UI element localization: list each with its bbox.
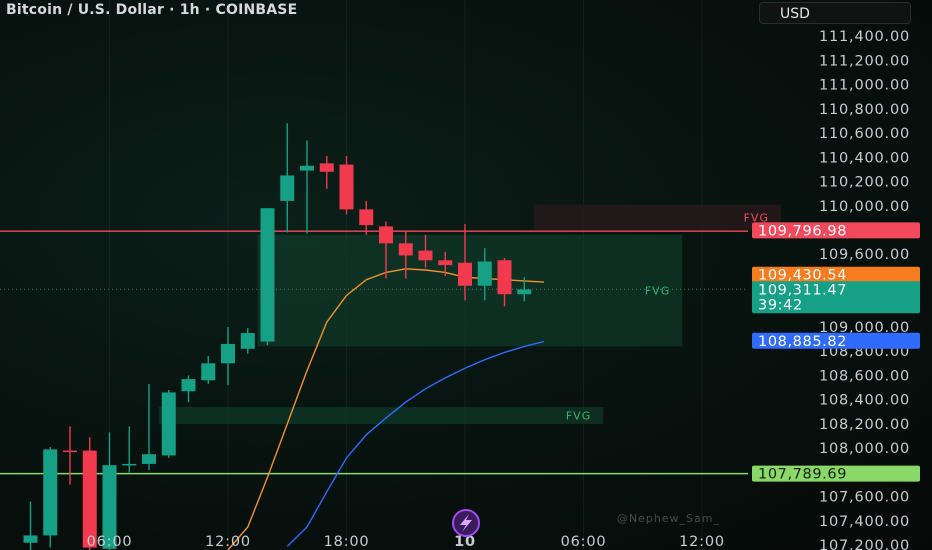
x-axis-label: 10 — [454, 534, 476, 550]
y-axis-label: 107,400.00 — [819, 514, 910, 530]
y-axis-label: 107,200.00 — [819, 538, 910, 550]
y-axis-label: 107,600.00 — [819, 490, 910, 506]
candle-body[interactable] — [379, 226, 393, 244]
candle-body[interactable] — [260, 208, 275, 342]
candle-body[interactable] — [181, 379, 196, 392]
x-axis-label: 18:00 — [324, 534, 370, 550]
price-tag — [752, 465, 920, 482]
currency-selector[interactable]: USD — [759, 2, 911, 24]
candle-body[interactable] — [319, 163, 334, 172]
price-tag-label: 108,885.82 — [758, 334, 847, 350]
candle-body[interactable] — [517, 289, 532, 295]
candle-body[interactable] — [497, 260, 512, 295]
lightning-bolt-icon — [460, 514, 472, 532]
y-axis-label: 108,400.00 — [819, 393, 910, 409]
x-axis-label: 12:00 — [205, 534, 251, 550]
fvg-label: FVG — [645, 285, 670, 298]
y-axis-label: 110,800.00 — [819, 102, 910, 118]
candle-body[interactable] — [142, 454, 156, 464]
candle-body[interactable] — [23, 535, 38, 543]
y-axis-label: 110,200.00 — [819, 175, 910, 191]
candle-body[interactable] — [398, 243, 413, 256]
y-axis-label: 110,600.00 — [819, 126, 910, 142]
candle-body[interactable] — [221, 343, 235, 364]
price-tag-label: 109,796.98 — [758, 223, 847, 239]
candle-body[interactable] — [201, 363, 216, 381]
y-axis-label: 109,600.00 — [819, 247, 910, 263]
candle-body[interactable] — [458, 262, 472, 286]
y-axis-label: 108,200.00 — [819, 417, 910, 433]
fvg-zone — [257, 234, 683, 347]
candle-body[interactable] — [122, 463, 137, 466]
candle-body[interactable] — [339, 164, 354, 210]
y-axis-label: 108,600.00 — [819, 368, 910, 384]
y-axis-label: 111,400.00 — [819, 29, 910, 45]
y-axis-label: 108,000.00 — [819, 441, 910, 457]
candle-body[interactable] — [300, 165, 314, 171]
price-tag — [752, 332, 920, 349]
price-tag — [752, 266, 920, 283]
candle-body[interactable] — [418, 250, 433, 261]
x-axis-label: 06:00 — [87, 534, 133, 550]
x-axis-label: 06:00 — [561, 534, 607, 550]
y-axis-label: 110,000.00 — [819, 199, 910, 215]
countdown-label: 39:42 — [758, 297, 803, 313]
price-tag-label: 109,430.54 — [758, 268, 847, 284]
ema-slow-line — [286, 340, 545, 547]
candle-body[interactable] — [102, 465, 117, 549]
y-axis-label: 111,200.00 — [819, 53, 910, 69]
y-axis-label: 109,000.00 — [819, 320, 910, 336]
fvg-label: FVG — [566, 409, 591, 422]
candle-body[interactable] — [43, 449, 58, 536]
candle-body[interactable] — [477, 261, 492, 286]
chart-title: Bitcoin / U.S. Dollar · 1h · COINBASE — [6, 2, 298, 18]
candle-body[interactable] — [82, 450, 97, 548]
y-axis-label: 111,000.00 — [819, 78, 910, 94]
price-tag-label: 109,311.47 — [758, 282, 847, 298]
y-axis-label: 110,400.00 — [819, 150, 910, 166]
fvg-zone — [158, 406, 604, 424]
candle-body[interactable] — [438, 260, 453, 266]
watermark: @Nephew_Sam_ — [617, 512, 720, 525]
candle-body[interactable] — [359, 209, 374, 226]
price-tag — [752, 281, 920, 314]
x-axis-label: 12:00 — [679, 534, 725, 550]
candle-body[interactable] — [280, 175, 295, 201]
candle-body[interactable] — [161, 392, 176, 456]
candle-body[interactable] — [63, 450, 77, 453]
price-tag — [752, 222, 920, 239]
fvg-zone — [534, 204, 781, 230]
candle-body[interactable] — [240, 333, 255, 349]
price-tag-label: 107,789.69 — [758, 467, 847, 483]
fvg-label: FVG — [744, 211, 769, 224]
